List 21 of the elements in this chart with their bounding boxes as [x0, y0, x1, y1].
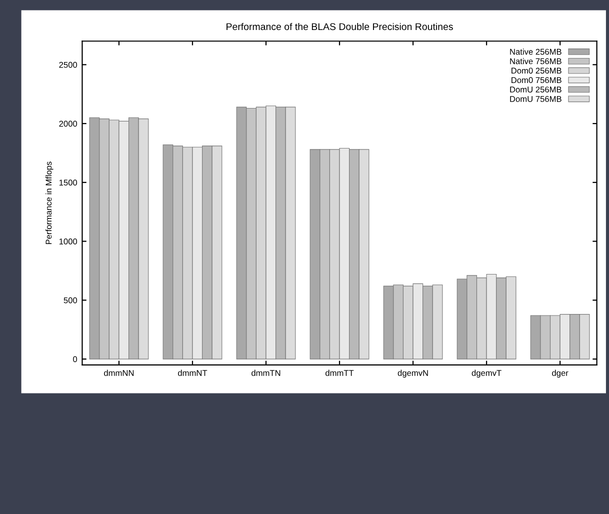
chart-title: Performance of the BLAS Double Precision Routines — [226, 22, 453, 30]
x-tick-label: dmmNN — [104, 370, 134, 376]
x-tick-label: dmmTN — [252, 370, 280, 376]
y-axis-title: Performance in Mflops — [45, 162, 54, 244]
x-tick-label: dgemvN — [398, 370, 428, 378]
legend-label: DomU 756MB — [510, 96, 562, 102]
x-tick-label: dgemvT — [472, 370, 502, 378]
legend-label: Dom0 256MB — [512, 68, 562, 74]
legend-label: DomU 256MB — [510, 86, 562, 92]
legend-label: Native 756MB — [510, 58, 562, 64]
x-tick-label: dger — [552, 370, 568, 378]
legend-label: Native 256MB — [510, 48, 562, 55]
x-tick-label: dmmNT — [178, 370, 208, 376]
y-tick-label: 2000 — [59, 120, 78, 127]
y-tick-label: 500 — [64, 297, 78, 304]
x-tick-label: dmmTT — [326, 370, 354, 376]
y-tick-label: 2500 — [59, 62, 78, 68]
y-tick-label: 0 — [73, 356, 78, 362]
legend-label: Dom0 756MB — [512, 77, 562, 84]
y-tick-label: 1000 — [59, 238, 78, 244]
y-tick-label: 1500 — [59, 180, 78, 186]
